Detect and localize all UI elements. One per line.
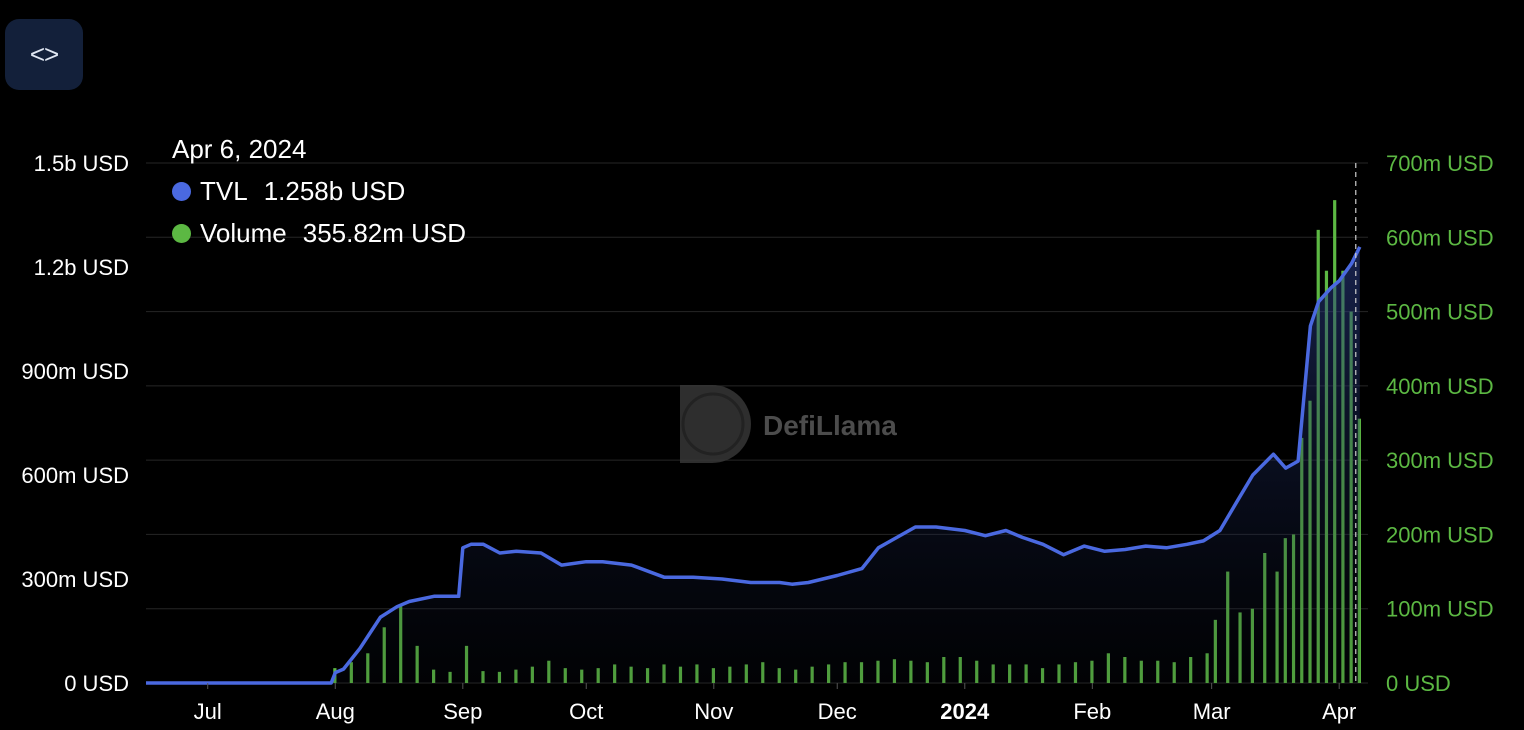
left-axis-tick-label: 1.5b USD [34,151,129,176]
tvl-area [146,246,1360,683]
left-axis-tick-label: 600m USD [21,463,129,488]
left-axis: 0 USD 300m USD 600m USD 900m USD 1.2b USD 1.5… [21,151,129,696]
x-axis-tick-label: Mar [1193,699,1231,724]
tooltip-tvl-value: 1.258b USD [263,176,406,206]
watermark-text: DefiLlama [763,410,897,441]
x-axis-tick-label: Aug [316,699,355,724]
x-axis-tick-label: Oct [569,699,603,724]
tvl-line [146,246,1362,685]
left-axis-tick-label: 900m USD [21,359,129,384]
defillama-watermark: DefiLlama [680,385,897,463]
left-axis-tick-label: 0 USD [64,671,129,696]
x-axis-tick-label: Sep [443,699,482,724]
right-axis-tick-label: 500m USD [1386,300,1494,325]
right-axis-tick-label: 600m USD [1386,225,1494,250]
x-axis-tick-label: 2024 [940,699,990,724]
left-axis-tick-label: 1.2b USD [34,255,129,280]
volume-legend-dot [172,223,191,243]
right-axis-tick-label: 0 USD [1386,671,1451,696]
right-axis-tick-label: 400m USD [1386,374,1494,399]
tooltip-tvl-label: TVL [200,176,248,206]
x-axis-tick-label: Nov [694,699,733,724]
x-axis-tick-label: Jul [194,699,222,724]
x-axis-tick-label: Dec [818,699,857,724]
x-axis: Jul Aug Sep Oct Nov Dec 2024 Feb Mar Apr [194,683,1356,724]
chart-tooltip: Apr 6, 2024 TVL 1.258b USD Volume 355.82… [172,128,466,254]
tooltip-date: Apr 6, 2024 [172,134,307,164]
tooltip-volume-row: Volume 355.82m USD [172,212,466,254]
right-axis-tick-label: 300m USD [1386,448,1494,473]
right-axis-tick-label: 200m USD [1386,522,1494,547]
right-axis-tick-label: 700m USD [1386,151,1494,176]
x-axis-tick-label: Feb [1073,699,1111,724]
right-axis-tick-label: 100m USD [1386,597,1494,622]
tooltip-volume-label: Volume [200,218,287,248]
tooltip-tvl-row: TVL 1.258b USD [172,170,466,212]
x-axis-tick-label: Apr [1322,699,1356,724]
tooltip-volume-value: 355.82m USD [302,218,467,248]
right-axis: 0 USD 100m USD 200m USD 300m USD 400m USD 500… [1386,151,1494,696]
embed-code-button[interactable]: <> [5,19,83,90]
defillama-logo-icon [680,385,751,463]
llama-head-icon [681,392,745,456]
tvl-legend-dot [172,181,191,201]
gridlines [146,162,1368,684]
code-brackets-icon: <> [29,39,59,69]
left-axis-tick-label: 300m USD [21,567,129,592]
